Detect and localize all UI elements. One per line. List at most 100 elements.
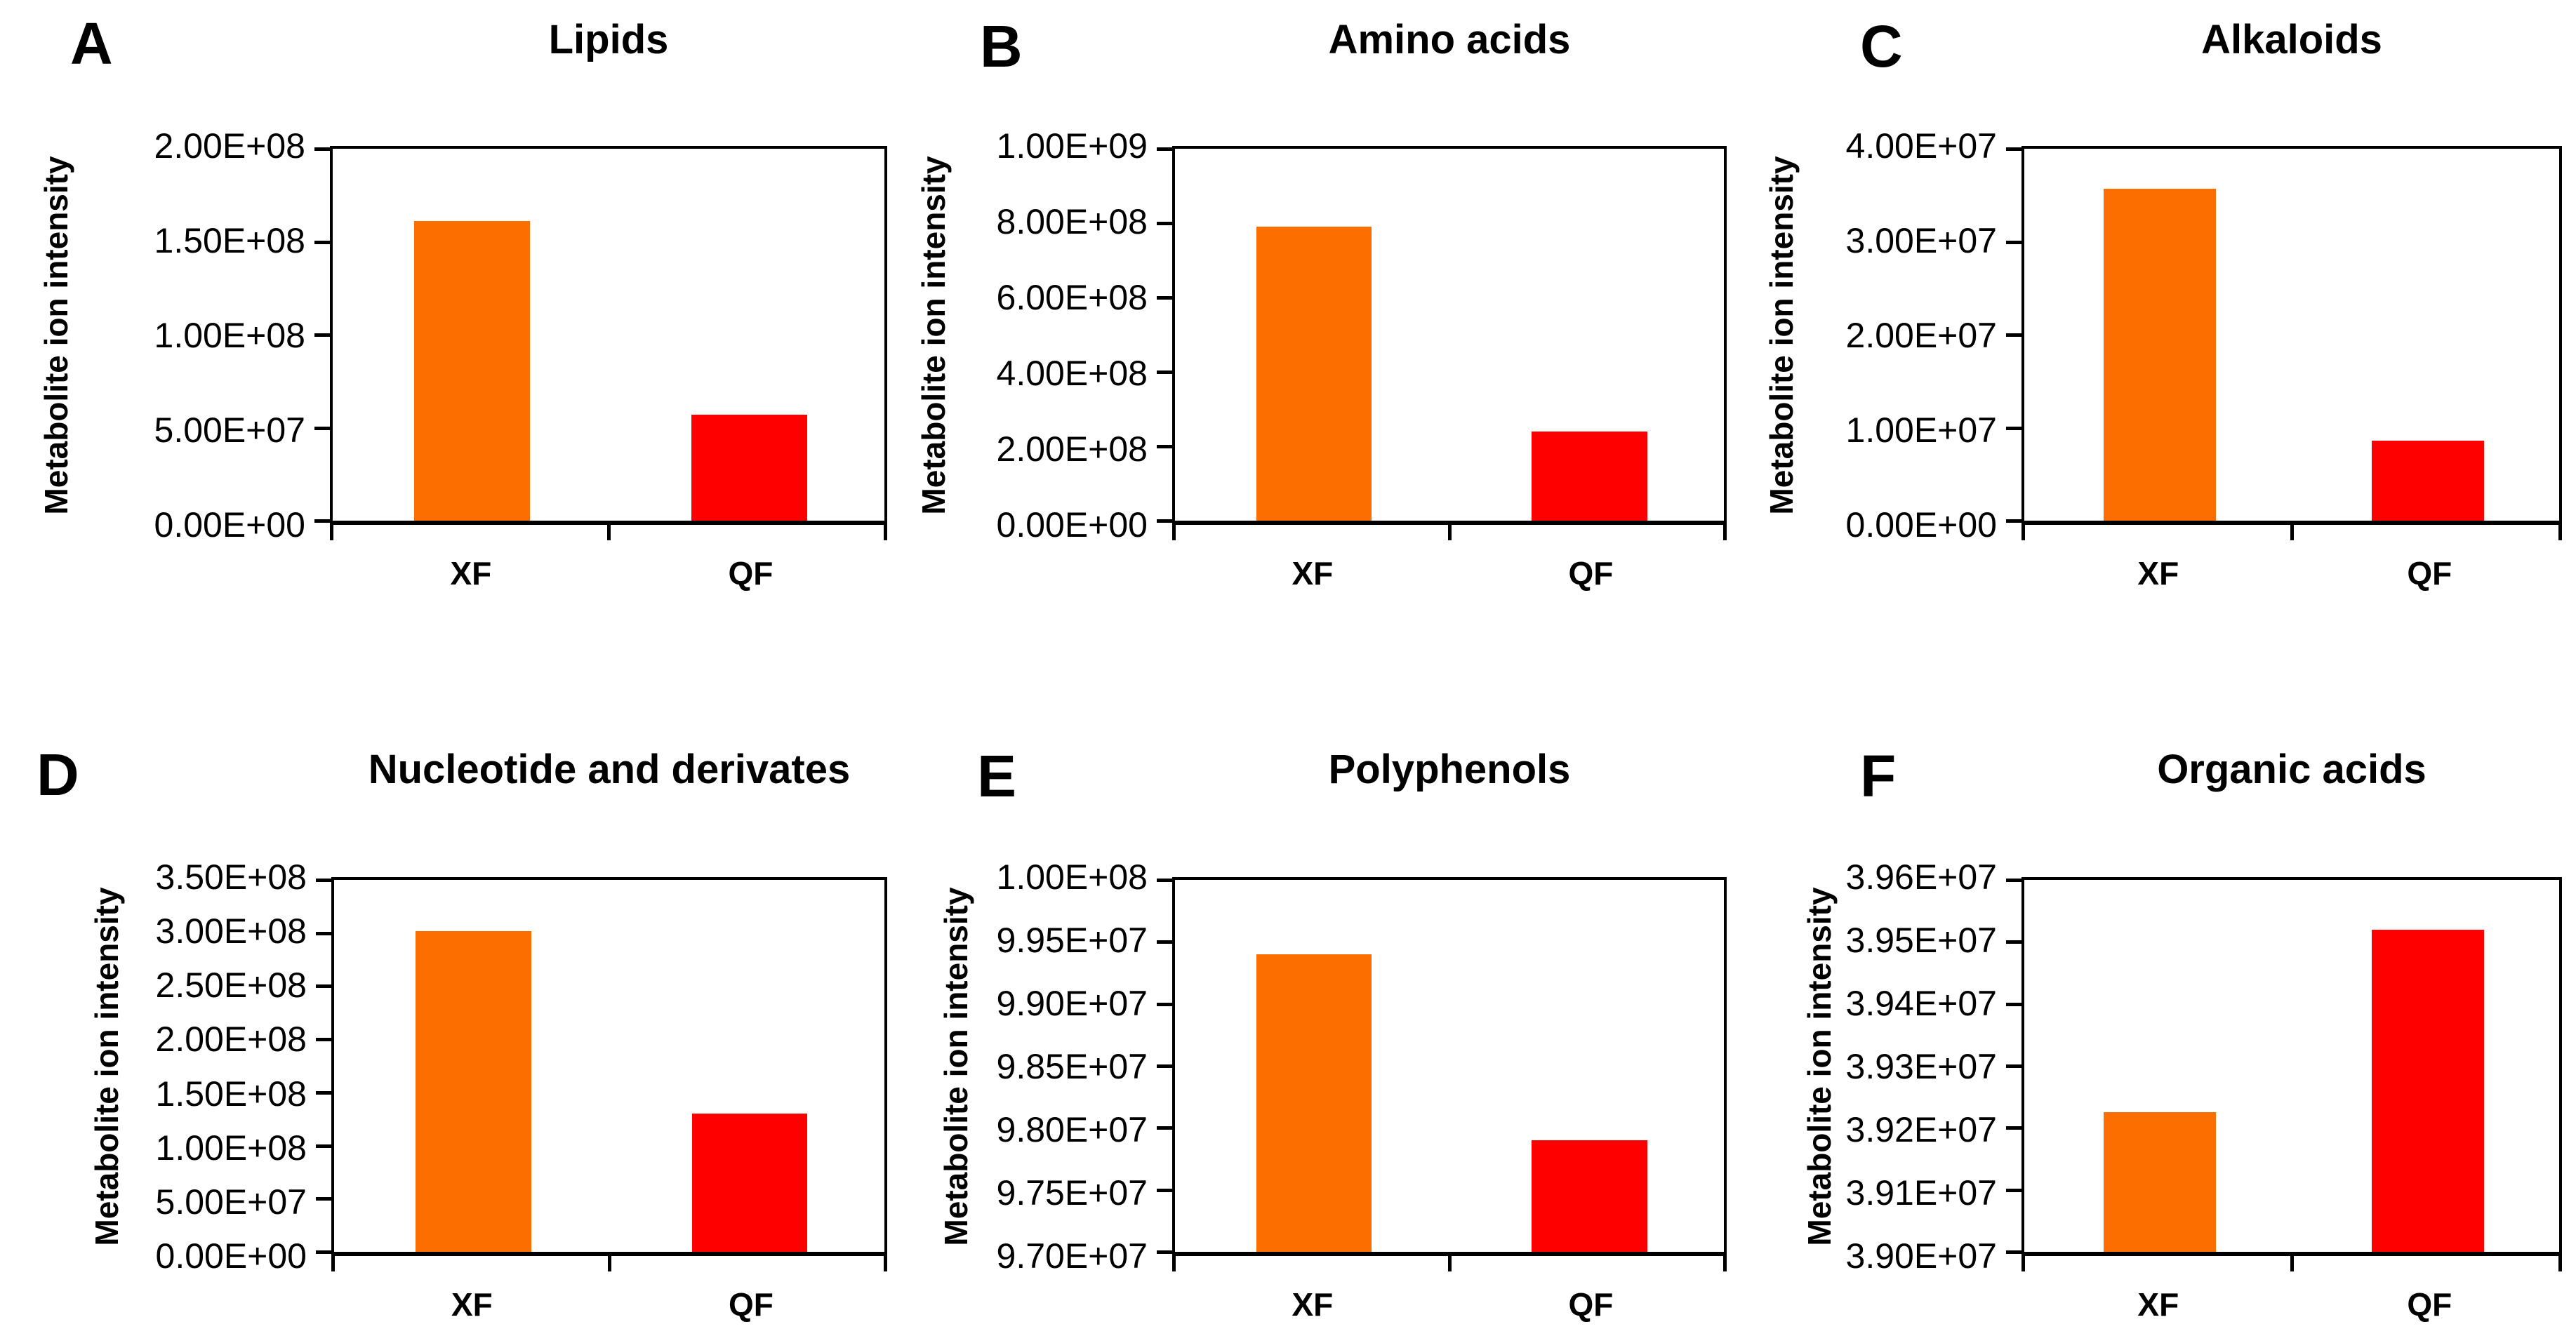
y-axis-tick-mark	[1157, 147, 1172, 151]
y-tick-label: 0.00E+00	[1845, 505, 1997, 545]
bar-qf	[2372, 929, 2485, 1252]
y-axis-tick-mark	[2006, 940, 2021, 944]
x-category-label: QF	[2407, 1286, 2452, 1323]
x-axis-tick-mark	[330, 525, 333, 540]
y-tick-label: 2.00E+07	[1845, 316, 1997, 355]
chart-title: Lipids	[548, 17, 669, 62]
y-tick-label: 5.00E+07	[155, 1182, 307, 1222]
y-axis-tick-mark	[2006, 147, 2021, 151]
y-tick-label: 2.00E+08	[155, 1020, 307, 1060]
y-tick-label: 3.50E+08	[155, 857, 307, 897]
panel-letter: C	[1860, 13, 1903, 79]
y-tick-label: 0.00E+00	[155, 1236, 307, 1276]
panel-letter: F	[1860, 743, 1897, 809]
y-axis-tick-mark	[314, 519, 330, 523]
y-axis-tick-mark	[316, 1197, 331, 1201]
bar-qf	[1532, 1140, 1647, 1252]
x-axis-tick-mark	[2290, 1256, 2294, 1271]
bar-xf	[2103, 1112, 2216, 1252]
y-tick-label: 1.00E+08	[996, 857, 1148, 897]
chart-title: Amino acids	[1328, 17, 1571, 62]
y-tick-label: 0.00E+00	[996, 505, 1148, 545]
y-tick-label: 1.50E+08	[155, 1074, 307, 1114]
x-axis-tick-mark	[884, 1256, 887, 1271]
y-tick-label: 6.00E+08	[996, 278, 1148, 317]
y-axis-tick-mark	[1157, 370, 1172, 374]
y-axis-tick-mark	[314, 147, 330, 151]
y-axis-tick-mark	[1157, 519, 1172, 523]
x-axis-tick-mark	[2290, 525, 2294, 540]
x-axis-tick-mark	[1723, 1256, 1727, 1271]
panel-letter: D	[36, 742, 79, 808]
chart-title: Polyphenols	[1328, 747, 1571, 792]
y-axis-tick-mark	[2006, 519, 2021, 523]
x-category-label: QF	[729, 1286, 774, 1323]
y-axis-tick-mark	[1157, 940, 1172, 944]
plot-area	[316, 877, 887, 1271]
x-category-label: XF	[2137, 1286, 2179, 1323]
y-axis-tick-mark	[316, 1144, 331, 1148]
x-axis-tick-mark	[1448, 1256, 1452, 1271]
y-axis-tick-mark	[1157, 1250, 1172, 1254]
y-axis-title: Metabolite ion intensity	[38, 156, 74, 515]
y-tick-label: 3.00E+07	[1845, 221, 1997, 260]
y-axis-tick-mark	[1157, 296, 1172, 300]
plot-area	[1157, 146, 1727, 540]
y-tick-label: 1.00E+08	[154, 316, 305, 355]
y-tick-label: 9.75E+07	[996, 1173, 1148, 1213]
x-axis-tick-mark	[1172, 525, 1176, 540]
panel-letter: E	[977, 743, 1017, 809]
bar-xf	[1256, 954, 1372, 1252]
y-tick-label: 2.00E+08	[154, 126, 305, 166]
y-axis-tick-mark	[1157, 1188, 1172, 1192]
y-axis-tick-mark	[314, 240, 330, 244]
y-tick-label: 3.91E+07	[1845, 1173, 1997, 1213]
bar-qf	[691, 1114, 808, 1252]
x-axis-tick-mark	[884, 525, 887, 540]
y-axis-tick-mark	[316, 984, 331, 989]
y-axis-tick-mark	[2006, 1188, 2021, 1192]
y-tick-label: 0.00E+00	[154, 505, 305, 545]
y-tick-label: 1.00E+07	[1845, 410, 1997, 450]
y-axis-tick-mark	[1157, 445, 1172, 448]
y-tick-label: 4.00E+08	[996, 354, 1148, 393]
y-tick-label: 9.95E+07	[996, 921, 1148, 960]
bar-qf	[691, 414, 807, 521]
y-tick-label: 9.85E+07	[996, 1047, 1148, 1086]
x-category-label: QF	[728, 555, 774, 592]
x-axis-tick-mark	[1448, 525, 1452, 540]
x-axis-tick-mark	[331, 1256, 335, 1271]
y-axis-tick-mark	[316, 1090, 331, 1095]
plot-area	[2006, 146, 2562, 540]
y-tick-label: 3.94E+07	[1845, 984, 1997, 1023]
y-tick-label: 9.90E+07	[996, 984, 1148, 1023]
x-category-label: QF	[2407, 555, 2452, 592]
y-axis-tick-mark	[2006, 1064, 2021, 1068]
bar-qf	[1532, 431, 1647, 521]
y-axis-tick-mark	[314, 333, 330, 337]
bar-xf	[2103, 188, 2216, 521]
y-tick-label: 2.50E+08	[155, 966, 307, 1006]
y-tick-label: 9.70E+07	[996, 1236, 1148, 1276]
plot-area	[314, 146, 887, 540]
y-tick-label: 3.96E+07	[1845, 857, 1997, 897]
chart-title: Nucleotide and derivates	[368, 747, 851, 792]
y-axis-tick-mark	[2006, 426, 2021, 430]
y-axis-tick-mark	[316, 879, 331, 882]
y-axis-tick-mark	[2006, 1002, 2021, 1006]
y-axis-tick-mark	[2006, 240, 2021, 244]
y-tick-label: 3.92E+07	[1845, 1110, 1997, 1149]
x-axis-tick-mark	[607, 525, 611, 540]
y-axis-tick-mark	[2006, 1126, 2021, 1130]
x-category-label: XF	[450, 555, 492, 592]
bar-xf	[416, 930, 531, 1252]
y-tick-label: 3.95E+07	[1845, 921, 1997, 960]
y-tick-label: 1.00E+08	[155, 1128, 307, 1168]
y-axis-tick-mark	[1157, 879, 1172, 882]
y-axis-tick-mark	[1157, 1002, 1172, 1006]
plot-area	[2006, 877, 2562, 1271]
y-axis-tick-mark	[1157, 1126, 1172, 1130]
x-axis-tick-mark	[2021, 1256, 2025, 1271]
y-tick-label: 5.00E+07	[154, 410, 305, 450]
bar-xf	[1256, 227, 1372, 521]
